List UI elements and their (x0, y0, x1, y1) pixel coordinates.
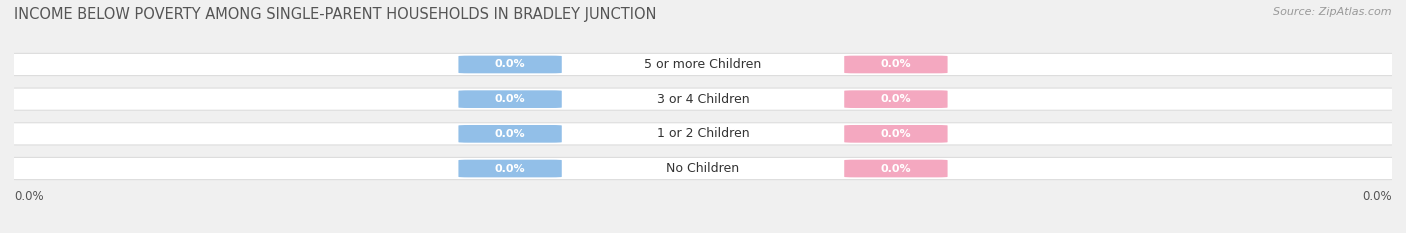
Text: 1 or 2 Children: 1 or 2 Children (657, 127, 749, 140)
FancyBboxPatch shape (458, 160, 562, 177)
Text: 0.0%: 0.0% (1362, 190, 1392, 203)
FancyBboxPatch shape (458, 56, 562, 73)
Text: INCOME BELOW POVERTY AMONG SINGLE-PARENT HOUSEHOLDS IN BRADLEY JUNCTION: INCOME BELOW POVERTY AMONG SINGLE-PARENT… (14, 7, 657, 22)
FancyBboxPatch shape (458, 90, 562, 108)
Text: 0.0%: 0.0% (495, 164, 526, 174)
Text: 0.0%: 0.0% (880, 94, 911, 104)
FancyBboxPatch shape (844, 160, 948, 177)
Text: Source: ZipAtlas.com: Source: ZipAtlas.com (1274, 7, 1392, 17)
FancyBboxPatch shape (4, 123, 1402, 145)
Text: 0.0%: 0.0% (880, 129, 911, 139)
Text: 0.0%: 0.0% (495, 129, 526, 139)
Text: 3 or 4 Children: 3 or 4 Children (657, 93, 749, 106)
Text: 0.0%: 0.0% (495, 59, 526, 69)
FancyBboxPatch shape (844, 56, 948, 73)
Text: 0.0%: 0.0% (14, 190, 44, 203)
Text: 0.0%: 0.0% (495, 94, 526, 104)
FancyBboxPatch shape (844, 125, 948, 143)
FancyBboxPatch shape (458, 125, 562, 143)
Text: No Children: No Children (666, 162, 740, 175)
FancyBboxPatch shape (844, 90, 948, 108)
FancyBboxPatch shape (4, 53, 1402, 75)
Text: 0.0%: 0.0% (880, 164, 911, 174)
FancyBboxPatch shape (4, 88, 1402, 110)
FancyBboxPatch shape (4, 158, 1402, 180)
Text: 5 or more Children: 5 or more Children (644, 58, 762, 71)
Text: 0.0%: 0.0% (880, 59, 911, 69)
